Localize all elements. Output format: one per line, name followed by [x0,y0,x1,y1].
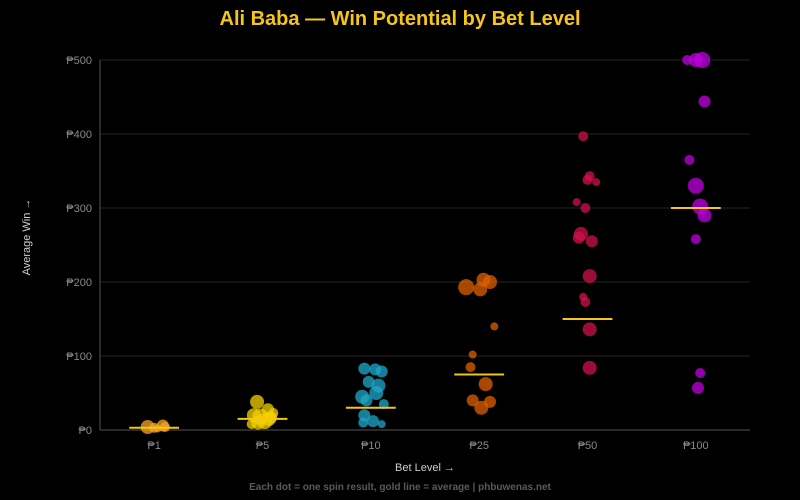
y-tick-label: ₱300 [66,203,92,215]
data-point [578,131,589,142]
data-point [358,417,369,428]
data-point [582,269,597,284]
y-axis-label: Average Win → [21,199,33,276]
data-point [687,177,704,194]
data-point [692,381,704,394]
y-tick-label: ₱0 [79,425,92,437]
data-point [465,362,476,373]
data-point [265,411,278,424]
x-axis-label: Bet Level → [395,462,455,474]
x-tick-label: ₱25 [469,440,489,452]
x-tick-label: ₱5 [256,440,269,452]
data-point [490,322,499,331]
x-tick-label: ₱50 [578,440,598,452]
x-tick-label: ₱1 [147,440,160,452]
data-point [360,394,373,407]
data-point [458,279,475,296]
data-point [246,419,257,430]
data-point [466,394,479,407]
data-point [684,154,695,165]
y-tick-label: ₱100 [66,351,92,363]
chart-title: Ali Baba — Win Potential by Bet Level [219,8,581,30]
x-tick-label: ₱100 [683,440,709,452]
data-point [572,198,581,207]
data-point [483,275,497,289]
data-point [694,52,711,68]
data-point [378,399,389,410]
data-point [474,400,489,415]
grid-layer [100,59,750,431]
y-tick-label: ₱400 [66,129,92,141]
data-point [468,350,477,359]
data-point [698,95,711,108]
data-point [697,208,712,223]
data-point [582,174,593,185]
data-point [690,234,701,245]
data-point [580,203,591,213]
points-layer [140,52,712,435]
data-point [580,296,591,307]
data-point [369,386,384,400]
data-point [572,231,585,244]
data-point [358,362,371,375]
data-point [478,377,493,392]
data-point [582,322,597,337]
data-point [377,420,386,429]
x-tick-label: ₱10 [361,440,381,452]
y-tick-label: ₱500 [66,55,92,67]
average-lines-layer [129,207,721,429]
data-point [585,235,598,248]
data-point [582,360,597,375]
data-point [695,368,706,379]
data-point [473,282,488,297]
data-point [375,365,388,378]
data-point [367,415,379,428]
footer-note: Each dot = one spin result, gold line = … [249,482,551,493]
data-point [250,394,265,409]
y-tick-label: ₱200 [66,277,92,289]
axis-layer: ₱0 ₱100 ₱200 ₱300 ₱400 ₱500 ₱1 ₱5 ₱10 ₱25 ₱50 ₱100 [66,55,750,452]
data-point [592,178,601,187]
